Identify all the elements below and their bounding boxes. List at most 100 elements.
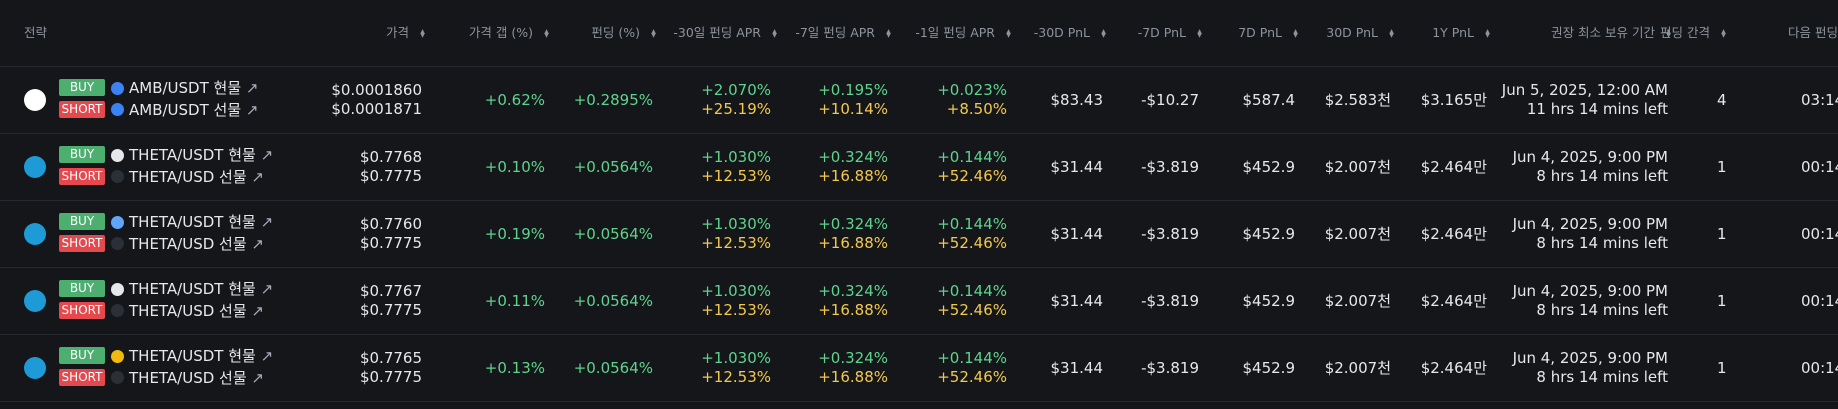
cell-apr1: +0.144% bbox=[937, 148, 1007, 166]
buy-pair[interactable]: THETA/USDT 현물 ↗ bbox=[129, 213, 274, 231]
strategy-icon bbox=[24, 156, 46, 178]
cell-price-short: $0.7775 bbox=[359, 234, 422, 252]
cell-hold-date: Jun 4, 2025, 9:00 PM bbox=[1512, 148, 1668, 166]
column-header[interactable]: 30D PnL ▲▼ bbox=[1326, 25, 1395, 40]
cell-pnl-m30: $83.43 bbox=[1050, 91, 1104, 109]
cell-pnl-7: $452.9 bbox=[1242, 158, 1296, 176]
buy-badge: BUY bbox=[59, 79, 105, 96]
column-header[interactable]: 7D PnL ▲▼ bbox=[1238, 25, 1299, 40]
column-header[interactable]: -7D PnL ▲▼ bbox=[1137, 25, 1203, 40]
cell-pnl-m7: -$3.819 bbox=[1141, 158, 1199, 176]
cell-hold-date: Jun 4, 2025, 9:00 PM bbox=[1512, 215, 1668, 233]
column-header[interactable]: 가격 ▲▼ bbox=[385, 25, 426, 40]
cell-interval: 4 bbox=[1717, 91, 1727, 109]
strategy-icon bbox=[24, 357, 46, 379]
exchange-icon bbox=[111, 103, 124, 116]
row-divider bbox=[0, 267, 1838, 268]
row-divider bbox=[0, 334, 1838, 335]
strategy-icon bbox=[24, 223, 46, 245]
cell-apr7: +0.324% bbox=[818, 282, 888, 300]
cell-apr30: +1.030% bbox=[701, 282, 771, 300]
column-header[interactable]: 가격 갭 (%) ▲▼ bbox=[468, 25, 550, 40]
cell-funding: +0.0564% bbox=[573, 292, 653, 310]
cell-price-short: $0.0001871 bbox=[331, 100, 422, 118]
cell-apr30y: +12.53% bbox=[701, 368, 771, 386]
cell-next: 00:14 bbox=[1801, 158, 1838, 176]
exchange-icon bbox=[111, 283, 124, 296]
cell-funding: +0.2895% bbox=[573, 91, 653, 109]
row-divider bbox=[0, 401, 1838, 402]
cell-next: 00:14 bbox=[1801, 225, 1838, 243]
cell-apr30: +1.030% bbox=[701, 215, 771, 233]
cell-funding: +0.0564% bbox=[573, 359, 653, 377]
column-header: 전략 bbox=[24, 25, 48, 40]
short-badge: SHORT bbox=[59, 369, 105, 386]
cell-apr1: +0.023% bbox=[937, 81, 1007, 99]
column-header[interactable]: -30D PnL ▲▼ bbox=[1033, 25, 1107, 40]
cell-pnl-7: $452.9 bbox=[1242, 292, 1296, 310]
cell-pnl-m30: $31.44 bbox=[1050, 225, 1104, 243]
exchange-icon bbox=[111, 149, 124, 162]
short-pair[interactable]: THETA/USD 선물 ↗ bbox=[129, 369, 264, 387]
strategy-icon bbox=[24, 89, 46, 111]
cell-apr1: +0.144% bbox=[937, 282, 1007, 300]
buy-badge: BUY bbox=[59, 347, 105, 364]
cell-hold-left: 8 hrs 14 mins left bbox=[1536, 301, 1668, 319]
cell-funding: +0.0564% bbox=[573, 158, 653, 176]
cell-pnl-m7: -$3.819 bbox=[1141, 359, 1199, 377]
cell-pnl-1y: $2.464만 bbox=[1420, 225, 1487, 243]
row-divider bbox=[0, 200, 1838, 201]
cell-price-buy: $0.7768 bbox=[359, 148, 422, 166]
short-pair[interactable]: AMB/USDT 선물 ↗ bbox=[129, 101, 259, 119]
cell-pnl-1y: $2.464만 bbox=[1420, 292, 1487, 310]
buy-pair[interactable]: THETA/USDT 현물 ↗ bbox=[129, 280, 274, 298]
cell-gap: +0.19% bbox=[484, 225, 545, 243]
cell-price-buy: $0.7760 bbox=[359, 215, 422, 233]
buy-pair[interactable]: AMB/USDT 현물 ↗ bbox=[129, 79, 259, 97]
exchange-icon bbox=[111, 371, 124, 384]
cell-apr7: +0.324% bbox=[818, 215, 888, 233]
short-badge: SHORT bbox=[59, 235, 105, 252]
column-header[interactable]: -1일 펀딩 APR ▲▼ bbox=[915, 25, 1012, 40]
column-header[interactable]: -7일 펀딩 APR ▲▼ bbox=[795, 25, 892, 40]
short-pair[interactable]: THETA/USD 선물 ↗ bbox=[129, 302, 264, 320]
short-pair[interactable]: THETA/USD 선물 ↗ bbox=[129, 168, 264, 186]
cell-pnl-m30: $31.44 bbox=[1050, 292, 1104, 310]
cell-apr7y: +16.88% bbox=[818, 167, 888, 185]
cell-hold-date: Jun 5, 2025, 12:00 AM bbox=[1501, 81, 1668, 99]
cell-next: 03:14 bbox=[1801, 91, 1838, 109]
column-header[interactable]: 1Y PnL ▲▼ bbox=[1432, 25, 1491, 40]
column-header[interactable]: -30일 펀딩 APR ▲▼ bbox=[673, 25, 778, 40]
short-badge: SHORT bbox=[59, 168, 105, 185]
cell-apr1y: +52.46% bbox=[937, 167, 1007, 185]
cell-apr7y: +16.88% bbox=[818, 368, 888, 386]
short-pair[interactable]: THETA/USD 선물 ↗ bbox=[129, 235, 264, 253]
cell-apr1: +0.144% bbox=[937, 215, 1007, 233]
buy-pair[interactable]: THETA/USDT 현물 ↗ bbox=[129, 347, 274, 365]
cell-pnl-m7: -$3.819 bbox=[1141, 292, 1199, 310]
column-header[interactable]: 권장 최소 보유 기간 ▲▼ bbox=[1551, 25, 1672, 40]
exchange-icon bbox=[111, 170, 124, 183]
short-badge: SHORT bbox=[59, 302, 105, 319]
cell-apr7y: +16.88% bbox=[818, 234, 888, 252]
column-header[interactable]: 다음 펀딩까 bbox=[1788, 25, 1838, 40]
cell-pnl-7: $587.4 bbox=[1242, 91, 1296, 109]
cell-pnl-m30: $31.44 bbox=[1050, 359, 1104, 377]
cell-apr30y: +25.19% bbox=[701, 100, 771, 118]
cell-gap: +0.10% bbox=[484, 158, 545, 176]
cell-pnl-30: $2.007천 bbox=[1324, 359, 1391, 377]
cell-price-short: $0.7775 bbox=[359, 301, 422, 319]
column-header[interactable]: 펀딩 (%) ▲▼ bbox=[591, 25, 657, 40]
cell-next: 00:14 bbox=[1801, 292, 1838, 310]
cell-pnl-m30: $31.44 bbox=[1050, 158, 1104, 176]
cell-hold-date: Jun 4, 2025, 9:00 PM bbox=[1512, 349, 1668, 367]
cell-apr30y: +12.53% bbox=[701, 301, 771, 319]
column-header[interactable]: 펀딩 간격 ▲▼ bbox=[1660, 25, 1727, 40]
buy-badge: BUY bbox=[59, 146, 105, 163]
exchange-icon bbox=[111, 304, 124, 317]
cell-pnl-30: $2.007천 bbox=[1324, 292, 1391, 310]
row-divider bbox=[0, 133, 1838, 134]
cell-apr7y: +16.88% bbox=[818, 301, 888, 319]
buy-pair[interactable]: THETA/USDT 현물 ↗ bbox=[129, 146, 274, 164]
cell-apr30: +2.070% bbox=[701, 81, 771, 99]
